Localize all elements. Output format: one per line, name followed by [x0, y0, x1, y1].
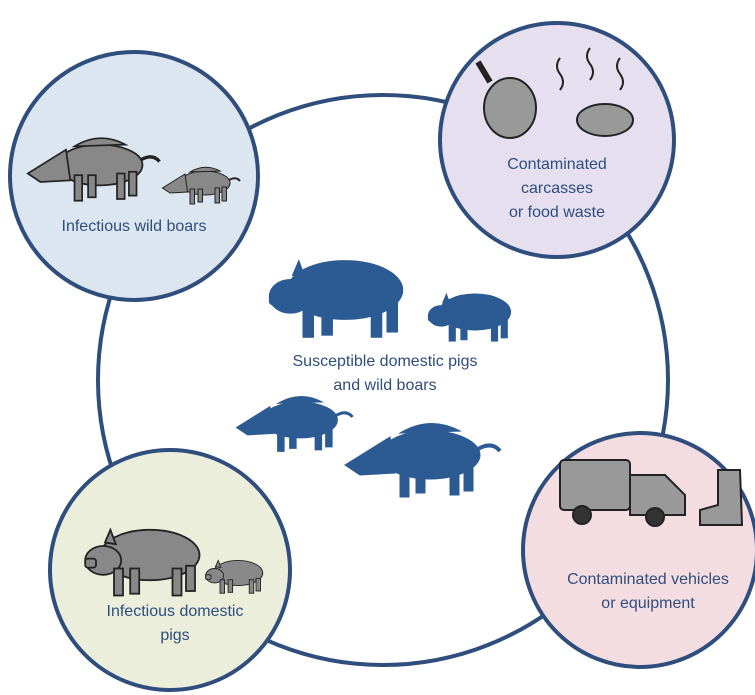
node-label: Infectious domestic [107, 603, 244, 620]
node-label: carcasses [521, 180, 593, 197]
node-label: and wild boars [333, 377, 436, 394]
node-label: Susceptible domestic pigs [293, 353, 478, 370]
node-label: Infectious wild boars [62, 218, 207, 235]
node-label: or equipment [601, 595, 695, 612]
node-label: Contaminated vehicles [567, 571, 729, 588]
carcasses-circle [440, 23, 674, 257]
node-label: Contaminated [507, 156, 607, 173]
node-label: pigs [160, 627, 189, 644]
vehicles-circle [523, 433, 755, 667]
node-label: or food waste [509, 204, 605, 221]
page: Susceptible domestic pigs and wild boars I… [0, 0, 755, 695]
diagram: Susceptible domestic pigs and wild boars I… [0, 0, 755, 695]
